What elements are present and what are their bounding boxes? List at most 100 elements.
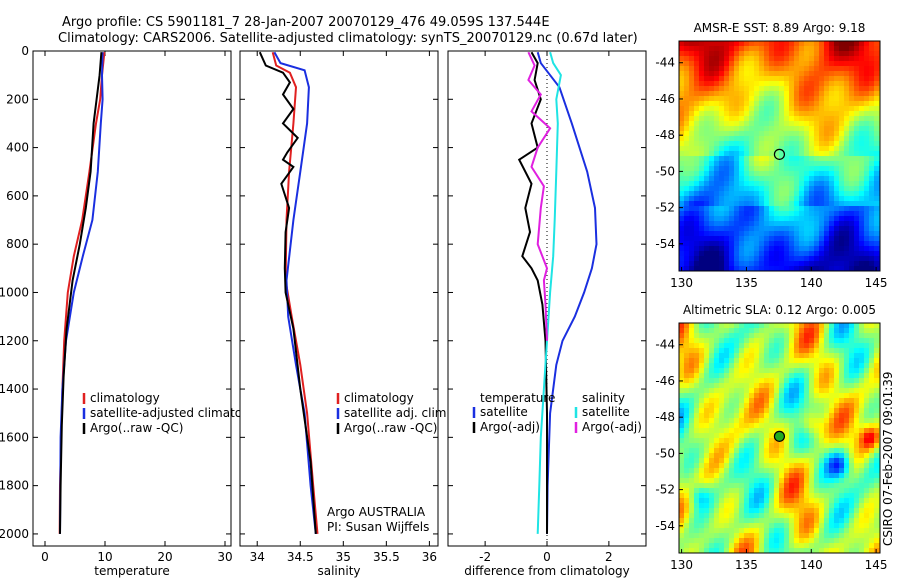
sst-cell <box>779 41 785 47</box>
sst-cell <box>839 216 845 222</box>
sst-cell <box>774 171 780 177</box>
sla-cell <box>694 343 700 349</box>
sla-cell <box>784 368 790 374</box>
sla-cell <box>739 323 745 329</box>
sst-cell <box>714 71 720 77</box>
sst-cell <box>729 186 735 192</box>
sst-cell <box>689 236 695 242</box>
sst-cell <box>804 191 810 197</box>
sla-cell <box>769 473 775 479</box>
sst-cell <box>834 166 840 172</box>
sst-cell <box>774 51 780 57</box>
sst-cell <box>834 96 840 102</box>
sla-cell <box>744 328 750 334</box>
sla-cell <box>794 473 800 479</box>
sla-cell <box>729 428 735 434</box>
sst-cell <box>749 91 755 97</box>
sst-cell <box>829 126 835 132</box>
sla-cell <box>714 463 720 469</box>
sst-cell <box>799 161 805 167</box>
sla-cell <box>864 328 870 334</box>
sla-cell <box>854 338 860 344</box>
sst-cell <box>784 131 790 137</box>
sst-cell <box>794 41 800 47</box>
sst-cell <box>814 131 820 137</box>
sla-cell <box>699 513 705 519</box>
sst-cell <box>749 201 755 207</box>
sst-cell <box>714 186 720 192</box>
sst-cell <box>789 136 795 142</box>
sst-cell <box>784 236 790 242</box>
sla-cell <box>824 438 830 444</box>
sst-cell <box>874 66 880 72</box>
sst-cell <box>794 51 800 57</box>
sst-cell <box>794 121 800 127</box>
sst-cell <box>819 256 825 262</box>
sla-cell <box>724 468 730 474</box>
sla-cell <box>789 478 795 484</box>
sst-cell <box>869 76 875 82</box>
sla-cell <box>804 443 810 449</box>
sla-cell <box>819 508 825 514</box>
sst-cell <box>824 46 830 52</box>
sla-cell <box>679 418 685 424</box>
sst-cell <box>824 166 830 172</box>
sla-cell <box>704 373 710 379</box>
sst-cell <box>689 196 695 202</box>
sla-cell <box>679 383 685 389</box>
sst-cell <box>814 216 820 222</box>
sla-cell <box>849 458 855 464</box>
sla-cell <box>714 388 720 394</box>
sst-cell <box>819 156 825 162</box>
sla-cell <box>744 428 750 434</box>
sst-cell <box>714 106 720 112</box>
sst-cell <box>704 136 710 142</box>
sla-cell <box>784 323 790 329</box>
sla-cell <box>789 423 795 429</box>
sst-cell <box>874 261 880 267</box>
sst-cell <box>699 46 705 52</box>
sst-cell <box>714 81 720 87</box>
sla-cell <box>869 358 875 364</box>
sla-cell <box>744 383 750 389</box>
sst-cell <box>854 151 860 157</box>
sst-cell <box>869 141 875 147</box>
sst-cell <box>729 166 735 172</box>
sst-cell <box>829 256 835 262</box>
sla-cell <box>719 418 725 424</box>
sst-cell <box>829 201 835 207</box>
sst-cell <box>799 86 805 92</box>
sst-cell <box>709 151 715 157</box>
sla-cell <box>719 543 725 549</box>
sst-cell <box>834 46 840 52</box>
sla-cell <box>684 423 690 429</box>
sla-cell <box>709 373 715 379</box>
sla-cell <box>819 333 825 339</box>
sla-cell <box>689 438 695 444</box>
sst-cell <box>729 71 735 77</box>
sla-cell <box>824 368 830 374</box>
sla-cell <box>844 533 850 539</box>
sla-cell <box>684 498 690 504</box>
sst-cell <box>714 201 720 207</box>
sst-cell <box>729 66 735 72</box>
sst-cell <box>734 106 740 112</box>
sst-cell <box>824 61 830 67</box>
sla-cell <box>819 478 825 484</box>
sla-cell <box>874 533 880 539</box>
sla-cell <box>804 478 810 484</box>
sla-cell <box>809 453 815 459</box>
sla-cell <box>749 508 755 514</box>
sst-cell <box>829 176 835 182</box>
sla-cell <box>759 413 765 419</box>
sst-cell <box>684 171 690 177</box>
sla-cell <box>739 468 745 474</box>
sla-cell <box>754 383 760 389</box>
sla-cell <box>804 473 810 479</box>
sst-cell <box>844 146 850 152</box>
sla-cell <box>689 463 695 469</box>
sst-cell <box>724 96 730 102</box>
sla-cell <box>699 498 705 504</box>
sst-cell <box>769 216 775 222</box>
sst-cell <box>759 201 765 207</box>
